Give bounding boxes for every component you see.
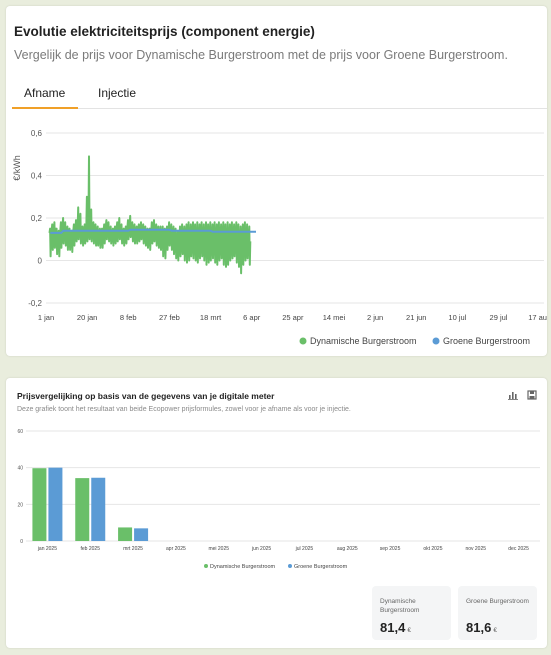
summary-unit: €	[407, 627, 411, 634]
y-tick-label: 60	[17, 429, 23, 435]
bar-dynamische	[32, 468, 47, 541]
groene-price-line	[50, 228, 256, 234]
y-tick-label: -0,2	[28, 299, 42, 308]
x-tick-label: feb 2025	[81, 546, 101, 552]
bar-groene	[91, 477, 106, 541]
tab-bar: Afname Injectie	[12, 86, 547, 109]
monthly-bar-chart: 60 40 20 0 jan 2025 feb 2025 mrt 2025 apr 2025 m…	[17, 429, 540, 570]
x-tick-label: okt 2025	[423, 546, 442, 552]
y-tick-label: 0,6	[31, 129, 43, 138]
x-tick-label: 20 jan	[77, 313, 97, 322]
y-tick-label: 0	[38, 257, 43, 266]
x-tick-label: 25 apr	[282, 313, 304, 322]
x-tick-label: 10 jul	[448, 313, 466, 322]
price-line-chart: 0,6 0,4 0,2 0 -0,2 €/kWh 1 jan 20 jan 8 feb 27 fe…	[12, 129, 547, 346]
y-tick-label: 0,4	[31, 172, 43, 181]
x-tick-label: 27 feb	[159, 313, 180, 322]
summary-value: 81,6 €	[466, 620, 497, 635]
x-tick-label: 8 feb	[120, 313, 137, 322]
bar-dynamische	[75, 478, 90, 541]
y-tick-label: 40	[17, 466, 23, 472]
summary-label: Groene Burgerstroom	[466, 598, 529, 605]
bar-groene	[48, 467, 63, 541]
dynamische-price-line	[48, 155, 252, 275]
x-tick-label: aug 2025	[337, 546, 358, 552]
x-tick-label: 18 mrt	[200, 313, 222, 322]
legend-label-groene: Groene Burgerstroom	[294, 564, 348, 570]
summary-amount: 81,4	[380, 620, 406, 635]
y-tick-label: 0,2	[31, 214, 43, 223]
price-comparison-card: Prijsvergelijking op basis van de gegeve…	[6, 378, 547, 648]
y-axis-label: €/kWh	[12, 155, 22, 181]
card-subtitle: Deze grafiek toont het resultaat van bei…	[17, 406, 351, 413]
legend-label-groene: Groene Burgerstroom	[443, 336, 530, 346]
x-tick-label: jan 2025	[37, 546, 57, 552]
card-title: Evolutie elektriciteitsprijs (component …	[14, 24, 315, 39]
summary-amount: 81,6	[466, 620, 492, 635]
x-tick-label: mrt 2025	[123, 546, 143, 552]
price-evolution-card: Evolutie elektriciteitsprijs (component …	[6, 6, 547, 356]
y-tick-label: 20	[17, 502, 23, 508]
tab-afname[interactable]: Afname	[24, 86, 66, 100]
x-tick-label: 6 apr	[243, 313, 261, 322]
legend-marker-dynamische	[204, 564, 208, 568]
bar-groene	[134, 528, 149, 541]
x-tick-label: apr 2025	[166, 546, 186, 552]
x-tick-label: dec 2025	[508, 546, 529, 552]
x-tick-label: 17 aug	[528, 313, 547, 322]
y-tick-label: 0	[20, 539, 23, 545]
x-tick-label: 2 jun	[367, 313, 383, 322]
x-tick-label: sep 2025	[380, 546, 401, 552]
card-title: Prijsvergelijking op basis van de gegeve…	[17, 391, 275, 401]
legend-marker-groene	[432, 337, 440, 345]
summary-dynamische: Dynamische Burgerstroom 81,4 €	[372, 586, 451, 640]
bar-dynamische	[118, 527, 133, 541]
card-subtitle: Vergelijk de prijs voor Dynamische Burge…	[14, 48, 508, 62]
summary-groene: Groene Burgerstroom 81,6 €	[458, 586, 537, 640]
summary-label: Dynamische Burgerstroom	[380, 598, 420, 614]
x-tick-label: 29 jul	[490, 313, 508, 322]
save-icon[interactable]	[527, 390, 537, 400]
legend-marker-dynamische	[299, 337, 307, 345]
legend-label-dynamische: Dynamische Burgerstroom	[210, 564, 276, 570]
x-tick-label: mei 2025	[208, 546, 229, 552]
bar-chart-icon[interactable]	[508, 390, 518, 400]
legend-marker-groene	[288, 564, 292, 568]
x-tick-label: jun 2025	[251, 546, 271, 552]
summary-value: 81,4 €	[380, 620, 411, 635]
summary-unit: €	[493, 627, 497, 634]
x-tick-label: jul 2025	[295, 546, 314, 552]
legend-label-dynamische: Dynamische Burgerstroom	[310, 336, 417, 346]
x-tick-label: nov 2025	[465, 546, 486, 552]
x-tick-label: 21 jun	[406, 313, 426, 322]
tab-injectie[interactable]: Injectie	[98, 86, 137, 100]
x-tick-label: 1 jan	[38, 313, 54, 322]
x-tick-label: 14 mei	[323, 313, 346, 322]
active-tab-indicator	[12, 107, 78, 109]
